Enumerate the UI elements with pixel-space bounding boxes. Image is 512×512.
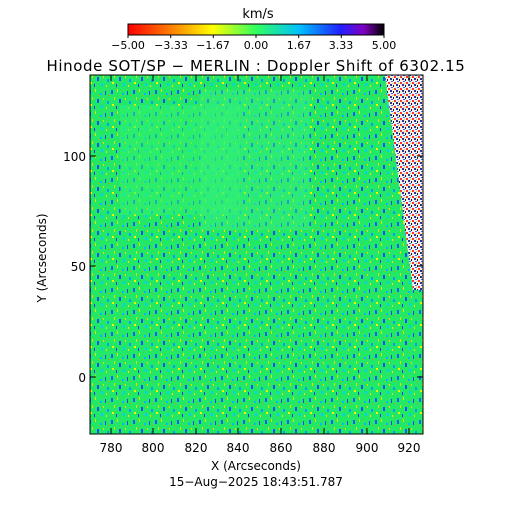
y-tick-label: 100	[63, 150, 86, 164]
doppler-image	[90, 75, 423, 434]
colorbar-tick-label: −1.67	[196, 39, 230, 52]
x-tick-label: 800	[141, 441, 165, 455]
x-tick-label: 820	[184, 441, 208, 455]
x-tick-label: 880	[312, 441, 336, 455]
x-tick-label: 920	[397, 441, 421, 455]
colorbar-tick-label: 5.00	[371, 39, 397, 52]
colorbar-tick-label: 3.33	[328, 39, 354, 52]
plot-frame	[89, 74, 424, 435]
y-tick-label: 50	[70, 260, 86, 274]
x-tick-label: 900	[355, 441, 379, 455]
y-tick-label: 0	[78, 371, 86, 385]
x-tick-label: 840	[226, 441, 250, 455]
colorbar-unit: km/s	[242, 7, 274, 22]
x-tick-label: 780	[99, 441, 123, 455]
y-axis-label: Y (Arcseconds)	[35, 213, 49, 303]
y-tick-marks	[90, 155, 423, 378]
colorbar-tick-label: 0.00	[243, 39, 269, 52]
colorbar-tick-label: −5.00	[111, 39, 145, 52]
colorbar	[127, 23, 385, 36]
colorbar-tick-label: −3.33	[154, 39, 188, 52]
plot-title: Hinode SOT/SP − MERLIN : Doppler Shift o…	[46, 57, 466, 75]
timestamp: 15−Aug−2025 18:43:51.787	[169, 475, 343, 489]
x-axis-label: X (Arcseconds)	[211, 459, 301, 473]
x-tick-marks	[110, 75, 410, 434]
colorbar-ticks	[127, 35, 385, 38]
x-tick-label: 860	[269, 441, 293, 455]
colorbar-tick-label: 1.67	[286, 39, 312, 52]
